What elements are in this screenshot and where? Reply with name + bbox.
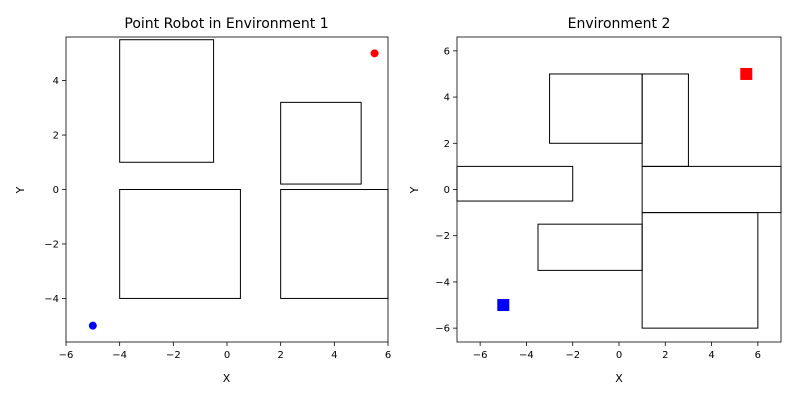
chart-1-obstacle-2 bbox=[119, 189, 241, 299]
chart-1-title: Point Robot in Environment 1 bbox=[124, 16, 328, 32]
chart-1-ytick-label: −4 bbox=[44, 294, 59, 305]
chart-1-ytick-label: 0 bbox=[53, 185, 59, 196]
chart-1-xlabel: X bbox=[223, 372, 231, 385]
chart-2-ytick-label: 4 bbox=[444, 93, 450, 104]
chart-2-obstacle-6 bbox=[641, 212, 759, 329]
chart-2-ylabel: Y bbox=[408, 186, 421, 194]
chart-2-ytick-label: 0 bbox=[444, 185, 450, 196]
subplot-1: Point Robot in Environment 1 X Y −6 −4 −2 0… bbox=[14, 16, 391, 385]
chart-1-xtick-label: −2 bbox=[166, 350, 181, 361]
chart-2-obstacle-1 bbox=[549, 73, 643, 144]
chart-2-point-2 bbox=[740, 67, 753, 80]
chart-2-obstacle-2 bbox=[641, 73, 689, 167]
chart-2-obstacle-3 bbox=[456, 165, 574, 202]
chart-2-xtick-label: 2 bbox=[662, 350, 668, 361]
chart-2-frame bbox=[456, 36, 782, 343]
chart-1-ytick-label: 4 bbox=[53, 76, 59, 87]
chart-1-xtick-label: 2 bbox=[277, 350, 283, 361]
chart-1-obstacle-1 bbox=[119, 39, 215, 163]
chart-2-plot-area: −6 −4 −2 0 2 4 6 −6 −4 −2 0 2 4 6 bbox=[435, 36, 782, 361]
chart-2-ytick-label: −2 bbox=[435, 231, 450, 242]
subplot-2: Environment 2 X Y −6 −4 −2 0 2 4 6 −6 −4 −2 0 2 4 6 bbox=[408, 16, 782, 385]
chart-2-xtick-label: 0 bbox=[616, 350, 622, 361]
chart-2-xtick-label: 4 bbox=[708, 350, 714, 361]
chart-2-title: Environment 2 bbox=[568, 16, 671, 32]
chart-1-obstacle-3 bbox=[280, 101, 362, 185]
chart-1-point-2 bbox=[370, 49, 379, 58]
chart-1-point-1 bbox=[88, 321, 97, 330]
chart-1-xtick-label: 4 bbox=[331, 350, 337, 361]
chart-1-ylabel: Y bbox=[14, 186, 27, 194]
chart-2-ytick-label: 2 bbox=[444, 139, 450, 150]
chart-1-plot-area: −6 −4 −2 0 2 4 6 −4 −2 0 2 4 bbox=[44, 36, 391, 361]
chart-1-obstacle-4 bbox=[280, 189, 389, 299]
chart-2-obstacle-4 bbox=[641, 165, 782, 214]
chart-2-ytick-label: −4 bbox=[435, 277, 450, 288]
chart-1-xtick-label: 0 bbox=[224, 350, 230, 361]
chart-2-point-1 bbox=[497, 299, 510, 312]
chart-2-ytick-label: −6 bbox=[435, 324, 450, 335]
chart-1-ytick-label: −2 bbox=[44, 239, 59, 250]
chart-2-xlabel: X bbox=[615, 372, 623, 385]
chart-1-xtick-label: −4 bbox=[112, 350, 127, 361]
chart-1-xtick-label: −6 bbox=[59, 350, 74, 361]
chart-2-xtick-label: −6 bbox=[473, 350, 488, 361]
chart-2-xtick-label: −2 bbox=[565, 350, 580, 361]
chart-2-ytick-label: 6 bbox=[444, 46, 450, 57]
chart-1-ytick-label: 2 bbox=[53, 131, 59, 142]
chart-1-xtick-label: 6 bbox=[385, 350, 391, 361]
chart-2-obstacle-5 bbox=[537, 223, 643, 271]
chart-2-xtick-label: 6 bbox=[755, 350, 761, 361]
chart-2-xtick-label: −4 bbox=[519, 350, 534, 361]
